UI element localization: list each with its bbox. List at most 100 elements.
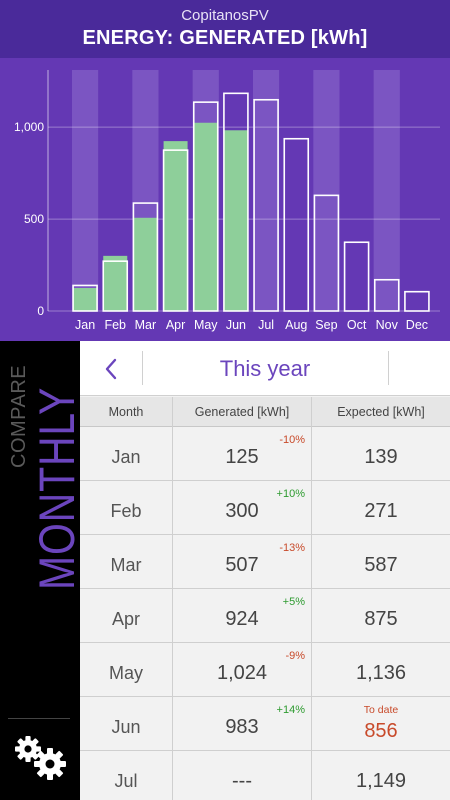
expected-bar[interactable] bbox=[283, 137, 310, 312]
month-label: Jan bbox=[111, 447, 141, 467]
monthly-label[interactable]: MONTHLY bbox=[29, 386, 85, 590]
expected-bar[interactable] bbox=[313, 194, 340, 312]
expected-value: 587 bbox=[364, 554, 398, 576]
expected-value: 856 bbox=[364, 720, 398, 742]
x-tick-label: Aug bbox=[285, 318, 307, 332]
month-cell: Feb bbox=[80, 482, 172, 535]
expected-value: 139 bbox=[364, 446, 398, 468]
expected-bar[interactable] bbox=[192, 101, 219, 312]
page-title: ENERGY: GENERATED [kWh] bbox=[82, 27, 368, 49]
sidebar-divider bbox=[8, 718, 70, 719]
x-tick-label: Nov bbox=[376, 318, 399, 332]
generated-cell: 507 -13% bbox=[173, 536, 311, 589]
generated-bar[interactable] bbox=[163, 141, 188, 311]
expected-bar[interactable] bbox=[223, 92, 249, 312]
month-label: May bbox=[108, 663, 143, 683]
generated-value: 924 bbox=[225, 608, 259, 630]
header: CopitanosPV ENERGY: GENERATED [kWh] bbox=[0, 0, 450, 58]
month-cell: Jun bbox=[80, 698, 172, 751]
generated-bar[interactable] bbox=[193, 122, 218, 311]
expected-cell: To date 856 bbox=[312, 698, 450, 751]
expected-column-header: Expected [kWh] bbox=[312, 397, 450, 427]
expected-bar[interactable] bbox=[404, 290, 430, 312]
generated-cell: 125 -10% bbox=[173, 428, 311, 481]
generated-cell: 300 +10% bbox=[173, 482, 311, 535]
generated-value: 507 bbox=[225, 554, 259, 576]
sidebar bbox=[0, 341, 80, 800]
chart-svg: 0 500 1,000 Jan Feb Mar Apr May Jun Jul Aug Sep Oct N… bbox=[14, 70, 440, 332]
expected-bar[interactable] bbox=[373, 278, 400, 312]
period-nav: This year bbox=[80, 341, 450, 396]
month-label: Jul bbox=[114, 771, 138, 791]
x-tick-label: Dec bbox=[406, 318, 428, 332]
month-cell: May bbox=[80, 644, 172, 697]
generated-value: --- bbox=[232, 770, 252, 792]
expected-value: 1,136 bbox=[355, 662, 407, 684]
difference-badge: -10% bbox=[279, 434, 305, 446]
generated-cell: --- bbox=[173, 752, 311, 800]
x-tick-label: Jul bbox=[258, 318, 274, 332]
column-shade bbox=[373, 70, 400, 311]
generated-cell: 983 +14% bbox=[173, 698, 311, 751]
generated-bar[interactable] bbox=[103, 255, 128, 311]
month-label: Apr bbox=[111, 609, 140, 629]
nav-separator bbox=[388, 351, 389, 385]
generated-cell: 924 +5% bbox=[173, 590, 311, 643]
generated-column-header: Generated [kWh] bbox=[173, 397, 311, 427]
expected-bar[interactable] bbox=[343, 241, 370, 312]
difference-badge: +14% bbox=[276, 704, 305, 716]
energy-chart[interactable]: 0 500 1,000 Jan Feb Mar Apr May Jun Jul Aug Sep Oct N… bbox=[0, 58, 450, 341]
month-column-header: Month bbox=[80, 397, 172, 427]
month-label: Mar bbox=[110, 555, 142, 575]
generated-cell: 1,024 -9% bbox=[173, 644, 311, 697]
x-tick-label: Oct bbox=[347, 318, 367, 332]
generated-value: 300 bbox=[225, 500, 259, 522]
expected-cell: 587 bbox=[312, 536, 450, 589]
to-date-note: To date bbox=[363, 704, 399, 716]
column-shade bbox=[253, 70, 280, 311]
y-tick-label: 0 bbox=[37, 304, 44, 318]
month-cell: Apr bbox=[80, 590, 172, 643]
expected-value: 1,149 bbox=[355, 770, 407, 792]
expected-cell: 139 bbox=[312, 428, 450, 481]
difference-badge: -9% bbox=[285, 650, 305, 662]
column-shade bbox=[313, 70, 340, 311]
app-name: CopitanosPV bbox=[181, 7, 269, 24]
expected-bar[interactable] bbox=[102, 260, 129, 312]
nav-separator bbox=[142, 351, 143, 385]
column-divider bbox=[311, 397, 312, 800]
x-tick-label: May bbox=[194, 318, 218, 332]
generated-bar[interactable] bbox=[73, 288, 98, 311]
generated-bar[interactable] bbox=[223, 130, 248, 311]
x-tick-label: Jan bbox=[75, 318, 95, 332]
chevron-left-icon bbox=[105, 358, 117, 379]
expected-cell: 875 bbox=[312, 590, 450, 643]
expected-cell: 1,136 bbox=[312, 644, 450, 697]
expected-value: 271 bbox=[364, 500, 398, 522]
back-button[interactable] bbox=[80, 341, 142, 396]
difference-badge: +5% bbox=[282, 596, 305, 608]
month-label: Feb bbox=[110, 501, 142, 521]
x-tick-label: Feb bbox=[104, 318, 126, 332]
month-label: Jun bbox=[111, 717, 141, 737]
x-tick-label: Apr bbox=[166, 318, 185, 332]
period-selector[interactable]: This year bbox=[219, 356, 311, 381]
expected-bar[interactable] bbox=[162, 149, 189, 312]
expected-bar[interactable] bbox=[132, 202, 159, 312]
month-cell: Mar bbox=[80, 536, 172, 589]
generated-bar[interactable] bbox=[133, 217, 158, 311]
x-tick-label: Jun bbox=[226, 318, 246, 332]
expected-bar[interactable] bbox=[72, 284, 98, 312]
expected-value: 875 bbox=[364, 608, 398, 630]
column-shade bbox=[72, 70, 99, 311]
y-tick-label: 1,000 bbox=[14, 120, 44, 134]
x-tick-label: Sep bbox=[315, 318, 337, 332]
expected-cell: 271 bbox=[312, 482, 450, 535]
month-cell: Jul bbox=[80, 752, 172, 800]
difference-badge: -13% bbox=[279, 542, 305, 554]
gears-icon[interactable] bbox=[14, 733, 70, 783]
comparison-table: This year Month Generated [kWh] Expected… bbox=[80, 341, 450, 800]
expected-bar[interactable] bbox=[253, 98, 279, 312]
month-cell: Jan bbox=[80, 428, 172, 481]
x-tick-label: Mar bbox=[135, 318, 157, 332]
